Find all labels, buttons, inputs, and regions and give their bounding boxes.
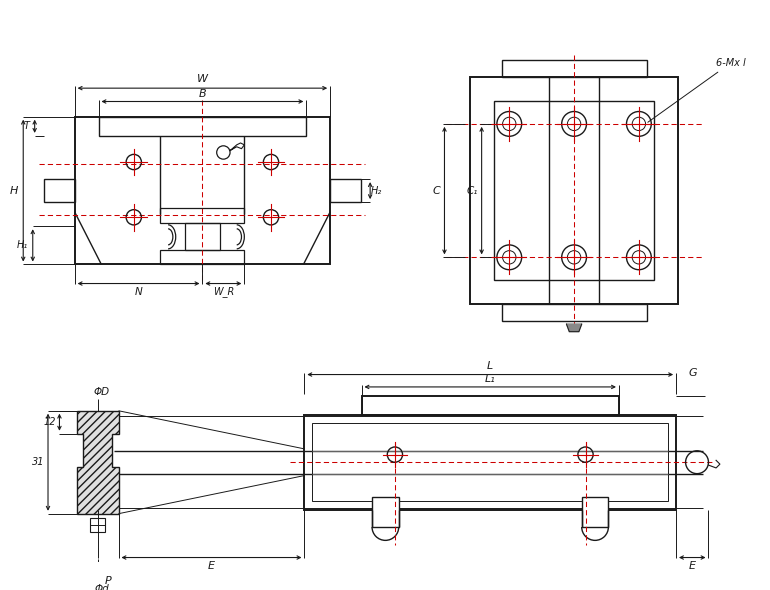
Text: 6-Mx l: 6-Mx l: [648, 58, 746, 122]
Bar: [362, 395, 619, 415]
Bar: [44, 179, 75, 202]
Bar: [90, 519, 105, 532]
Bar: [372, 497, 399, 527]
Text: ΦD: ΦD: [93, 388, 109, 398]
Text: L: L: [487, 360, 494, 371]
Text: C₁: C₁: [467, 186, 478, 196]
Polygon shape: [567, 324, 581, 332]
Text: H₁: H₁: [17, 240, 28, 250]
Bar: [501, 60, 647, 77]
Text: B: B: [199, 88, 206, 99]
Text: E: E: [208, 561, 215, 571]
Text: 12: 12: [43, 417, 55, 427]
Bar: [470, 77, 678, 304]
Text: E: E: [688, 561, 696, 571]
Text: N: N: [135, 287, 142, 297]
Text: H₂: H₂: [370, 186, 382, 196]
Bar: [160, 208, 244, 224]
Text: W: W: [197, 74, 208, 84]
Text: W_R: W_R: [213, 286, 234, 297]
Polygon shape: [76, 411, 119, 514]
Bar: [494, 101, 654, 280]
Text: P: P: [105, 576, 112, 586]
Text: Φd: Φd: [94, 584, 109, 590]
Bar: [75, 117, 330, 264]
Bar: [581, 497, 608, 527]
Bar: [160, 250, 244, 264]
Bar: [501, 304, 647, 321]
Text: 31: 31: [32, 457, 44, 467]
Text: G: G: [689, 368, 698, 378]
Text: H: H: [10, 186, 18, 196]
Text: L₁: L₁: [485, 374, 496, 384]
Bar: [312, 423, 668, 502]
Text: T: T: [24, 122, 30, 132]
Bar: [304, 415, 676, 510]
Text: C: C: [433, 186, 440, 196]
Bar: [330, 179, 360, 202]
Bar: [99, 117, 306, 136]
Bar: [186, 224, 219, 250]
